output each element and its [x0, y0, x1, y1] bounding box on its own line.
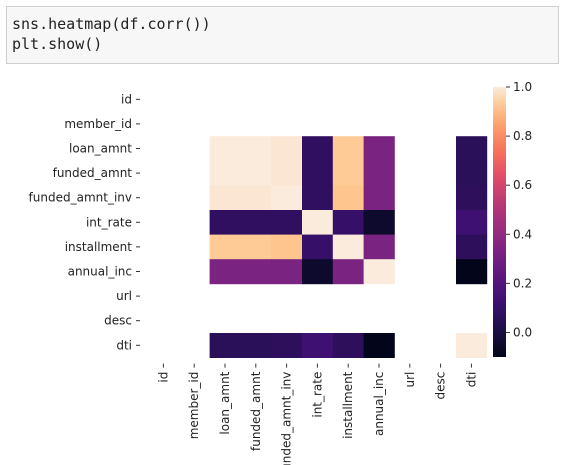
colorbar-tick-label: 0.6: [513, 178, 532, 192]
heatmap-cell: [209, 234, 241, 260]
heatmap-cell: [209, 259, 241, 285]
x-tick-label: url: [403, 372, 417, 388]
heatmap-cell: [209, 136, 241, 162]
heatmap-cell: [271, 234, 303, 260]
colorbar-tick-label: 0.8: [513, 129, 532, 143]
heatmap-cell: [271, 160, 303, 186]
x-tick-label: annual_inc: [372, 372, 386, 436]
x-tick-label: dti: [464, 372, 478, 388]
heatmap-cell: [271, 333, 303, 358]
heatmap-cell: [363, 259, 395, 285]
heatmap-cell: [363, 333, 395, 358]
heatmap-cell: [240, 234, 272, 260]
heatmap-cell: [209, 160, 241, 186]
heatmap-cell: [456, 234, 488, 260]
heatmap-cell: [332, 259, 364, 285]
heatmap-cell: [271, 185, 303, 211]
x-tick-label: funded_amnt_inv: [280, 372, 294, 465]
x-tick-label: installment: [341, 371, 355, 439]
heatmap-cell: [240, 210, 272, 235]
heatmap-cell: [363, 210, 395, 235]
y-tick-label: desc: [104, 314, 132, 328]
y-tick-label: loan_amnt: [69, 142, 132, 156]
heatmap-cell: [363, 160, 395, 186]
heatmap-cell: [240, 185, 272, 211]
x-tick-label: member_id: [187, 372, 201, 440]
y-tick-label: funded_amnt: [53, 166, 133, 180]
x-tick-label: loan_amnt: [218, 371, 232, 434]
y-tick-label: url: [116, 289, 132, 303]
heatmap-cell: [456, 160, 488, 186]
y-tick-label: funded_amnt_inv: [29, 191, 132, 205]
heatmap-cell: [332, 160, 364, 186]
heatmap-cell: [302, 333, 334, 358]
code-line-1: sns.heatmap(df.corr()): [12, 15, 211, 33]
heatmap-cell: [456, 136, 488, 162]
heatmap-cell: [456, 259, 488, 285]
heatmap-cell: [332, 333, 364, 358]
heatmap-cell: [209, 333, 241, 358]
heatmap-cell: [332, 234, 364, 260]
heatmap-cell: [209, 210, 241, 235]
heatmap-cell: [240, 333, 272, 358]
x-tick-label: id: [156, 372, 170, 383]
heatmap-cell: [302, 160, 334, 186]
heatmap-cell: [456, 185, 488, 211]
heatmap-cell: [240, 136, 272, 162]
colorbar-tick-label: 0.0: [513, 325, 532, 339]
y-tick-label: annual_inc: [68, 265, 132, 279]
heatmap-cell: [456, 333, 488, 358]
colorbar-tick-label: 1.0: [513, 80, 532, 94]
heatmap-cell: [363, 136, 395, 162]
heatmap-cell: [302, 234, 334, 260]
heatmap-cell: [302, 259, 334, 285]
heatmap-cell: [363, 185, 395, 211]
heatmap-cell: [302, 185, 334, 211]
y-tick-label: int_rate: [86, 215, 132, 229]
heatmap-cell: [209, 185, 241, 211]
heatmap-cell: [332, 136, 364, 162]
heatmap-cell: [302, 210, 334, 235]
heatmap-cell: [271, 136, 303, 162]
colorbar-tick-label: 0.4: [513, 227, 532, 241]
heatmap-cell: [332, 185, 364, 211]
x-tick-label: desc: [434, 372, 448, 400]
code-cell[interactable]: sns.heatmap(df.corr()) plt.show(): [6, 6, 559, 64]
heatmap-cell: [271, 210, 303, 235]
heatmap-cell: [332, 210, 364, 235]
heatmap-cell: [302, 136, 334, 162]
heatmap-cell: [240, 259, 272, 285]
y-tick-label: member_id: [64, 117, 132, 131]
heatmap-cell: [240, 160, 272, 186]
code-line-2: plt.show(): [12, 35, 103, 53]
colorbar: [493, 87, 506, 357]
y-tick-label: id: [121, 92, 132, 106]
x-tick-label: int_rate: [310, 372, 324, 418]
heatmap-cell: [363, 234, 395, 260]
y-tick-label: dti: [116, 338, 132, 352]
heatmap-cell: [456, 210, 488, 235]
heatmap-cell: [271, 259, 303, 285]
colorbar-tick-label: 0.2: [513, 276, 532, 290]
x-tick-label: funded_amnt: [249, 371, 263, 451]
y-tick-label: installment: [65, 240, 133, 254]
